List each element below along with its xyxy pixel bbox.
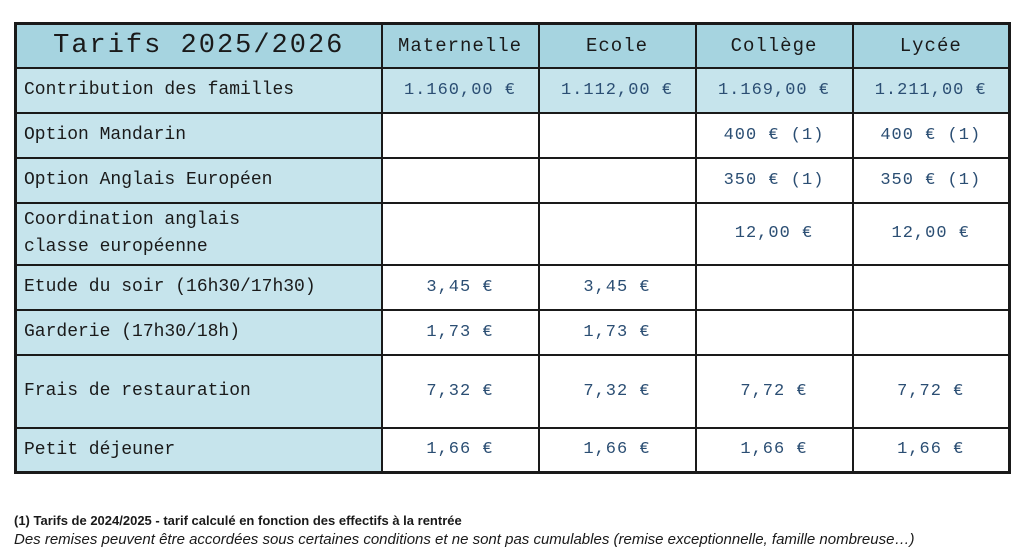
cell-value: 1,73 € xyxy=(537,308,697,356)
cell-value: 400 € (1) xyxy=(851,111,1011,159)
cell-value xyxy=(537,201,697,266)
cell-value xyxy=(537,111,697,159)
footnote-tarifs-2024-2025: (1) Tarifs de 2024/2025 - tarif calculé … xyxy=(14,513,462,528)
cell-value xyxy=(380,201,540,266)
cell-value: 12,00 € xyxy=(694,201,854,266)
table-title: Tarifs 2025/2026 xyxy=(14,22,383,69)
cell-value: 1.211,00 € xyxy=(851,66,1011,114)
table-row-contribution: Contribution des familles 1.160,00 € 1.1… xyxy=(14,66,1011,114)
cell-value xyxy=(851,263,1011,311)
row-label: Coordination anglais classe européenne xyxy=(14,201,383,266)
table-row-garderie: Garderie (17h30/18h) 1,73 € 1,73 € xyxy=(14,308,1011,356)
cell-value: 3,45 € xyxy=(537,263,697,311)
cell-value xyxy=(380,156,540,204)
cell-value: 350 € (1) xyxy=(851,156,1011,204)
column-header-ecole: Ecole xyxy=(537,22,697,69)
footnote-remises: Des remises peuvent être accordées sous … xyxy=(14,531,915,549)
cell-value: 7,72 € xyxy=(851,353,1011,429)
cell-value xyxy=(537,156,697,204)
footnotes: (1) Tarifs de 2024/2025 - tarif calculé … xyxy=(14,512,1014,550)
cell-value: 7,32 € xyxy=(537,353,697,429)
cell-value: 1,66 € xyxy=(851,426,1011,474)
column-header-lycee: Lycée xyxy=(851,22,1011,69)
cell-value xyxy=(694,308,854,356)
cell-value xyxy=(851,308,1011,356)
row-label: Contribution des familles xyxy=(14,66,383,114)
cell-value xyxy=(380,111,540,159)
cell-value: 1,66 € xyxy=(537,426,697,474)
cell-value: 400 € (1) xyxy=(694,111,854,159)
column-header-maternelle: Maternelle xyxy=(380,22,540,69)
cell-value: 12,00 € xyxy=(851,201,1011,266)
tariff-table: Tarifs 2025/2026 Maternelle Ecole Collèg… xyxy=(14,22,1011,474)
row-label: Option Mandarin xyxy=(14,111,383,159)
row-label: Option Anglais Européen xyxy=(14,156,383,204)
cell-value: 1,73 € xyxy=(380,308,540,356)
column-header-college: Collège xyxy=(694,22,854,69)
table-row-option-anglais: Option Anglais Européen 350 € (1) 350 € … xyxy=(14,156,1011,204)
row-label: Etude du soir (16h30/17h30) xyxy=(14,263,383,311)
cell-value: 7,72 € xyxy=(694,353,854,429)
cell-value: 1.112,00 € xyxy=(537,66,697,114)
cell-value: 1.169,00 € xyxy=(694,66,854,114)
table-row-frais-restauration: Frais de restauration 7,32 € 7,32 € 7,72… xyxy=(14,353,1011,429)
table-row-petit-dejeuner: Petit déjeuner 1,66 € 1,66 € 1,66 € 1,66… xyxy=(14,426,1011,474)
table-row-option-mandarin: Option Mandarin 400 € (1) 400 € (1) xyxy=(14,111,1011,159)
row-label: Frais de restauration xyxy=(14,353,383,429)
cell-value xyxy=(694,263,854,311)
table-row-coordination-anglais: Coordination anglais classe européenne 1… xyxy=(14,201,1011,266)
cell-value: 3,45 € xyxy=(380,263,540,311)
cell-value: 1,66 € xyxy=(380,426,540,474)
row-label: Garderie (17h30/18h) xyxy=(14,308,383,356)
table-row-etude-du-soir: Etude du soir (16h30/17h30) 3,45 € 3,45 … xyxy=(14,263,1011,311)
table-header-row: Tarifs 2025/2026 Maternelle Ecole Collèg… xyxy=(14,22,1011,69)
row-label: Petit déjeuner xyxy=(14,426,383,474)
cell-value: 1,66 € xyxy=(694,426,854,474)
cell-value: 7,32 € xyxy=(380,353,540,429)
cell-value: 1.160,00 € xyxy=(380,66,540,114)
cell-value: 350 € (1) xyxy=(694,156,854,204)
